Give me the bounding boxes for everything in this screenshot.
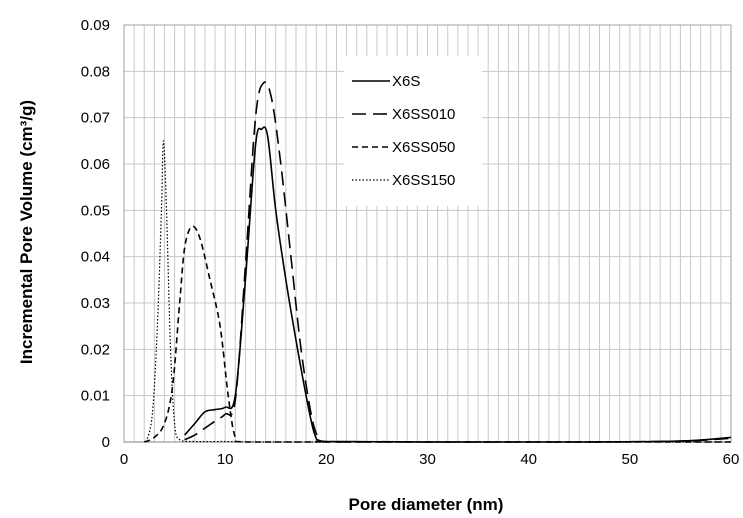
y-tick-label: 0.01 (81, 388, 110, 405)
grid (124, 25, 731, 442)
series-line-x6ss150 (145, 140, 731, 443)
legend-label: X6SS050 (392, 139, 455, 156)
y-tick-labels: 0 0.01 0.02 0.03 0.04 0.05 0.06 0.07 0.08 0.09 (81, 17, 110, 451)
y-tick-label: 0.06 (81, 156, 110, 173)
legend-label: X6SS010 (392, 106, 455, 123)
x-tick-label: 30 (419, 451, 436, 468)
legend-label: X6S (392, 73, 420, 90)
y-tick-label: 0.07 (81, 110, 110, 127)
y-axis-title: Incremental Pore Volume (cm³/g) (17, 100, 36, 364)
y-tick-label: 0.04 (81, 249, 110, 266)
legend-label: X6SS150 (392, 172, 455, 189)
y-tick-label: 0.03 (81, 295, 110, 312)
y-tick-label: 0.05 (81, 202, 110, 219)
x-tick-label: 60 (723, 451, 740, 468)
x-axis-title: Pore diameter (nm) (349, 495, 504, 514)
x-tick-labels: 0 10 20 30 40 50 60 (120, 451, 740, 468)
series-line-x6ss010 (184, 81, 732, 443)
x-tick-label: 10 (217, 451, 234, 468)
x-tick-label: 0 (120, 451, 128, 468)
y-tick-label: 0 (102, 434, 110, 451)
y-tick-label: 0.02 (81, 341, 110, 358)
y-tick-label: 0.09 (81, 17, 110, 34)
x-tick-label: 20 (318, 451, 335, 468)
x-tick-label: 40 (520, 451, 537, 468)
series-layer (143, 81, 732, 443)
y-tick-label: 0.08 (81, 63, 110, 80)
legend: X6S X6SS010 X6SS050 X6SS150 (344, 56, 482, 206)
series-line-x6ss050 (143, 225, 731, 443)
x-tick-label: 50 (621, 451, 638, 468)
